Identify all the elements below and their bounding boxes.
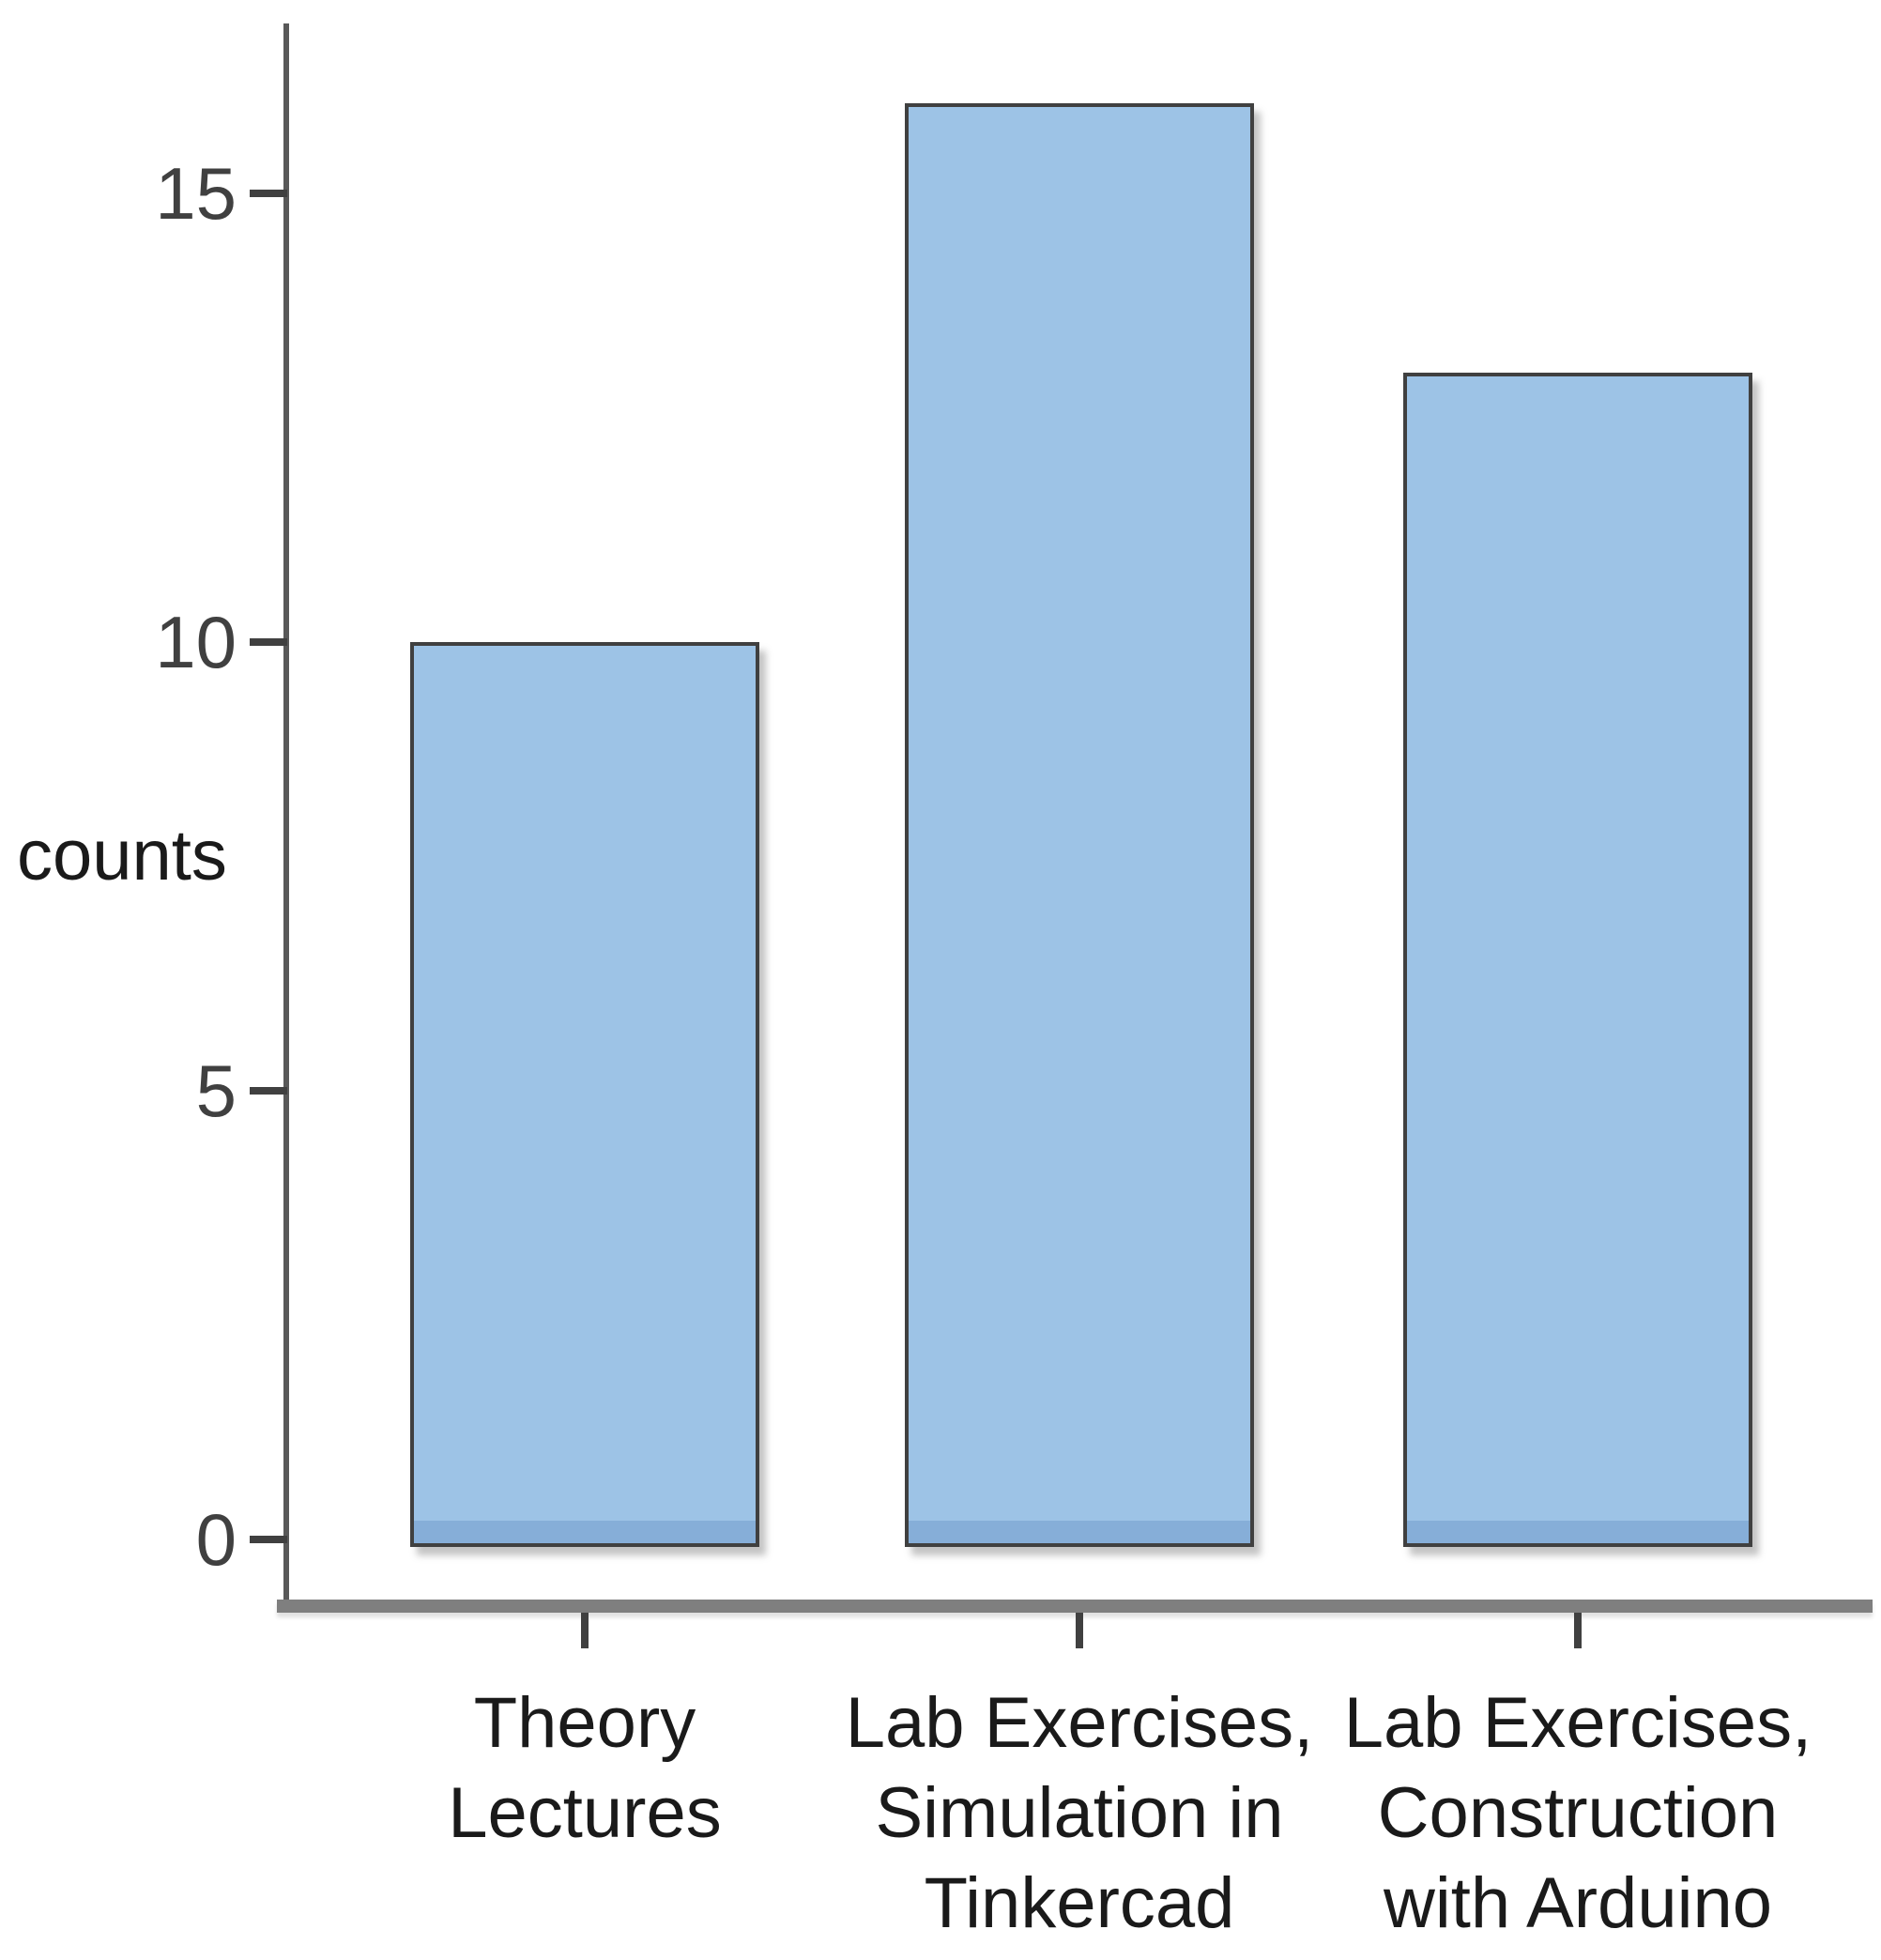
y-tick-mark xyxy=(250,638,287,646)
y-axis-line xyxy=(283,23,289,1612)
y-tick-mark xyxy=(250,1536,287,1543)
bar-3 xyxy=(1403,373,1752,1547)
y-tick-mark xyxy=(250,190,287,197)
y-tick-label: 10 xyxy=(155,601,237,683)
category-label-1: Theory Lectures xyxy=(448,1683,722,1853)
bar-2 xyxy=(905,103,1254,1547)
y-axis-title: counts xyxy=(17,816,227,896)
y-tick-label: 5 xyxy=(195,1049,237,1132)
x-tick-mark xyxy=(1076,1613,1083,1648)
category-label-2: Lab Exercises, Simulation in Tinkercad xyxy=(845,1683,1314,1943)
x-axis-line xyxy=(277,1600,1873,1613)
x-tick-mark xyxy=(581,1613,589,1648)
y-tick-mark xyxy=(250,1087,287,1095)
category-label-3: Lab Exercises, Construction with Arduino xyxy=(1343,1683,1812,1943)
x-tick-mark xyxy=(1574,1613,1582,1648)
y-tick-label: 15 xyxy=(155,152,237,235)
bar-1 xyxy=(410,642,759,1547)
y-tick-label: 0 xyxy=(195,1498,237,1581)
